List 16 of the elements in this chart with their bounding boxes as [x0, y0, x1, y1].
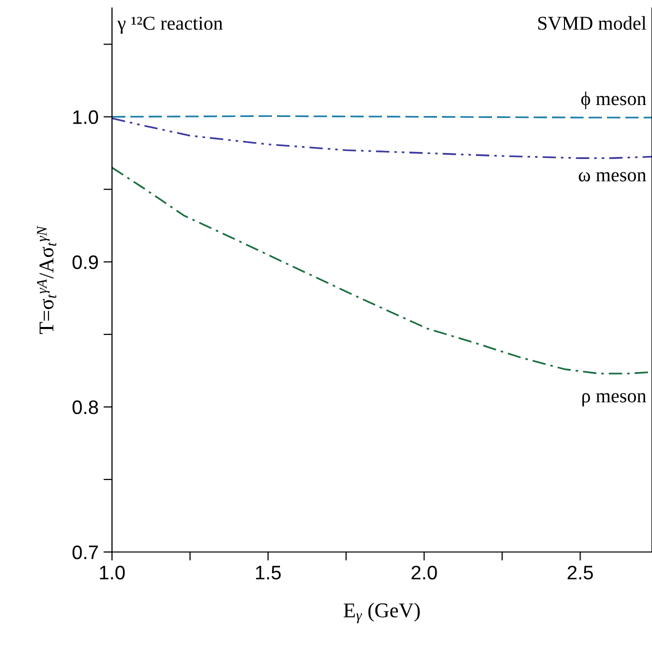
y-tick-label: 0.8: [72, 400, 98, 414]
y-tick-label: 0.7: [72, 545, 98, 560]
annotation: SVMD model: [538, 16, 646, 30]
series-label: ω meson: [578, 172, 646, 182]
annotation: γ ¹²C reaction: [117, 16, 223, 34]
series-label: ρ meson: [582, 393, 646, 406]
x-tick-label: 2.0: [412, 566, 437, 580]
x-tick-label: 1.5: [256, 566, 281, 580]
x-tick-label: 2.5: [568, 566, 593, 580]
line-series: [112, 117, 652, 159]
y-tick-label: 0.9: [72, 255, 98, 270]
series-label: ϕ meson: [581, 92, 646, 110]
y-tick-label: 1.0: [73, 110, 98, 124]
x-axis-title: E$_{γ}$ (GeV): [344, 602, 420, 624]
y-axis-title: T=σ$_{t}$$^{γA}$/Aσ$_{t}$$^{γN}$: [36, 226, 56, 334]
x-tick-label: 1.0: [100, 566, 125, 580]
